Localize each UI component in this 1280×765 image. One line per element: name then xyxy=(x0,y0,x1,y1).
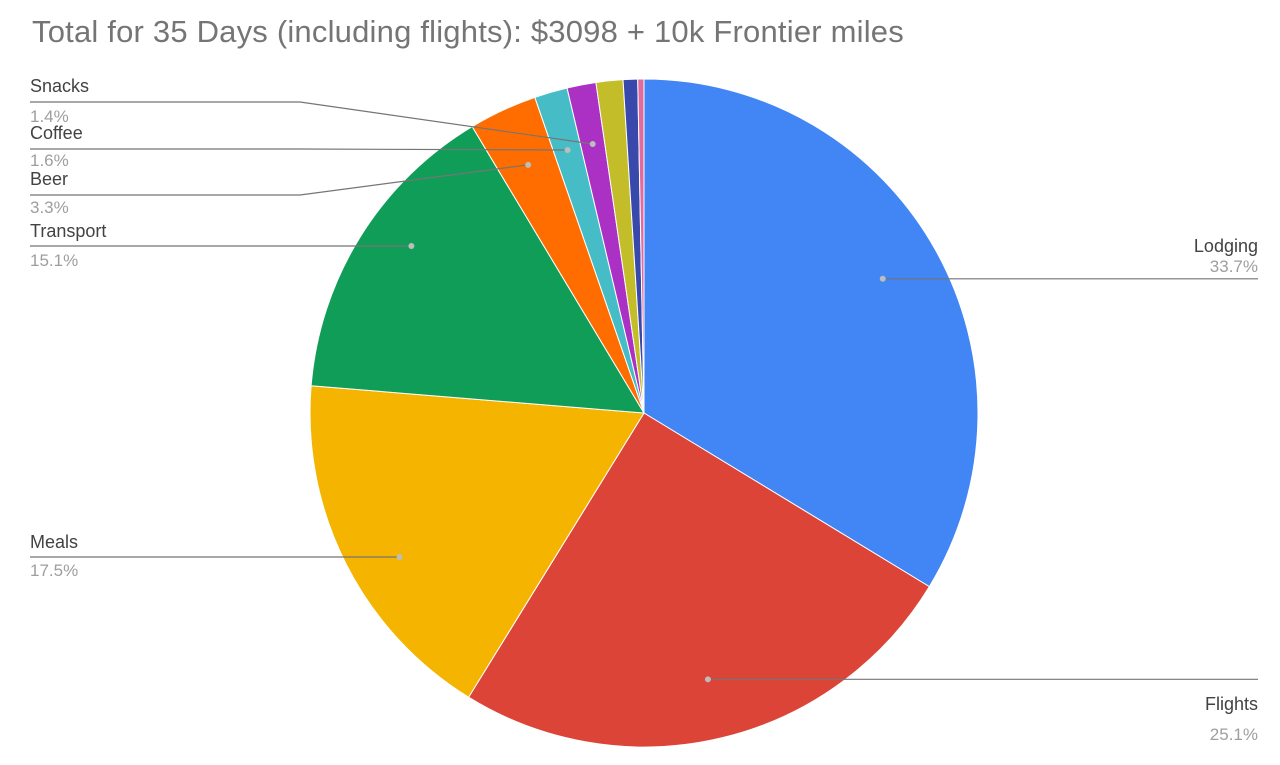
pie-slice-flights xyxy=(467,412,931,748)
slice-name-snacks: Snacks xyxy=(30,76,89,96)
leader-dot-beer xyxy=(525,161,532,168)
slice-label-transport: Transport 15.1% xyxy=(30,221,415,270)
slice-name-lodging: Lodging xyxy=(1194,236,1258,256)
slice-name-coffee: Coffee xyxy=(30,123,83,143)
pie-slice-unlabeled-9 xyxy=(637,78,645,414)
slice-percent-beer: 3.3% xyxy=(30,198,69,217)
leader-dot-snacks xyxy=(589,140,596,147)
pie-slice-meals xyxy=(309,385,645,698)
slice-label-beer: Beer 3.3% xyxy=(30,161,532,217)
pie-slice-transport xyxy=(310,125,645,414)
leader-line-beer xyxy=(30,164,529,196)
chart-title: Total for 35 Days (including flights): $… xyxy=(32,14,904,49)
slice-percent-meals: 17.5% xyxy=(30,561,78,580)
leader-dot-coffee xyxy=(564,146,571,153)
slice-label-flights: Flights 25.1% xyxy=(704,676,1258,744)
slice-name-transport: Transport xyxy=(30,221,106,241)
leader-dot-meals xyxy=(396,554,403,560)
slice-label-meals: Meals 17.5% xyxy=(30,532,403,580)
pie-slice-lodging xyxy=(643,78,979,588)
slice-percent-flights: 25.1% xyxy=(1210,725,1258,744)
leader-dot-transport xyxy=(408,243,415,249)
leader-dot-flights xyxy=(704,676,711,683)
slice-label-coffee: Coffee 1.6% xyxy=(30,123,571,170)
slice-name-flights: Flights xyxy=(1205,694,1258,714)
slice-name-beer: Beer xyxy=(30,169,68,189)
slice-percent-snacks: 1.4% xyxy=(30,107,69,126)
slice-percent-lodging: 33.7% xyxy=(1210,257,1258,276)
slice-percent-transport: 15.1% xyxy=(30,251,78,270)
leader-line-coffee xyxy=(30,148,568,151)
slice-name-meals: Meals xyxy=(30,532,78,552)
leader-dot-lodging xyxy=(879,275,886,282)
leader-line-snacks xyxy=(30,101,593,145)
slice-label-snacks: Snacks 1.4% xyxy=(30,76,596,147)
slice-percent-coffee: 1.6% xyxy=(30,151,69,170)
